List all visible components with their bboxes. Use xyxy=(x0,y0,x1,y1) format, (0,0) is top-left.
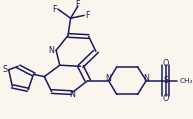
Text: S: S xyxy=(163,76,168,85)
Text: CH₃: CH₃ xyxy=(179,78,193,84)
Text: N: N xyxy=(49,46,54,55)
Text: N: N xyxy=(143,74,149,83)
Text: N: N xyxy=(69,90,75,99)
Text: F: F xyxy=(85,11,90,20)
Text: S: S xyxy=(2,65,7,74)
Text: N: N xyxy=(106,74,112,83)
Text: O: O xyxy=(163,59,169,68)
Text: O: O xyxy=(163,94,169,103)
Text: F: F xyxy=(52,5,57,14)
Text: F: F xyxy=(76,0,80,9)
